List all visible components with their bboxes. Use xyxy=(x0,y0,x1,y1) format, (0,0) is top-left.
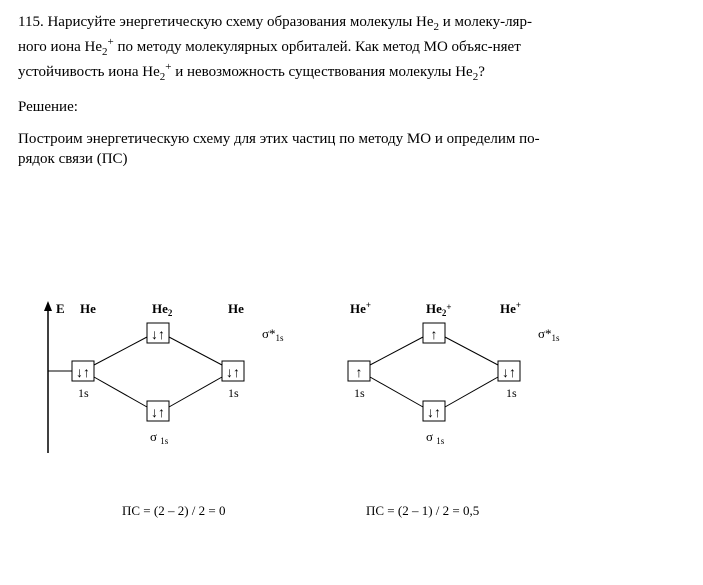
he2p-bottom-arrows: ↓↑ xyxy=(427,406,441,421)
bond-order-equations: ПС = (2 – 2) / 2 = 0 ПС = (2 – 1) / 2 = … xyxy=(18,503,685,519)
eq-right: ПС = (2 – 1) / 2 = 0,5 xyxy=(366,503,479,519)
eq-left: ПС = (2 – 2) / 2 = 0 xyxy=(122,503,366,519)
he2-sigma-star: σ*1s xyxy=(262,326,284,343)
he2p-top-arrows: ↑ xyxy=(431,328,438,343)
he2p-sigma-star: σ*1s xyxy=(538,326,560,343)
he2-mol-label: He2 xyxy=(152,301,173,318)
he2p-atomR-label: He+ xyxy=(500,300,521,316)
he2-top-arrows: ↓↑ xyxy=(151,328,165,343)
build-paragraph: Построим энергетическую схему для этих ч… xyxy=(18,129,685,170)
he2p-atomL-label: He+ xyxy=(350,300,371,316)
axis-label: E xyxy=(56,301,65,316)
he2-bottom-arrows: ↓↑ xyxy=(151,406,165,421)
he2p-1s-R: 1s xyxy=(506,386,517,400)
he2-1s-L: 1s xyxy=(78,386,89,400)
he2-atomR-arrows: ↓↑ xyxy=(226,366,240,381)
he2p-sigma: σ 1s xyxy=(426,429,445,446)
he2-sigma: σ 1s xyxy=(150,429,169,446)
he2p-1s-L: 1s xyxy=(354,386,365,400)
diagram-he2: He He2 He σ*1s ↓↑ 1s ↓↑ 1s ↓↑ ↓↑ σ 1s xyxy=(48,301,284,446)
he2-atomL-arrows: ↓↑ xyxy=(76,366,90,381)
he2-atomL-label: He xyxy=(80,301,96,316)
problem-number: 115. xyxy=(18,14,44,30)
problem-statement: 115. Нарисуйте энергетическую схему обра… xyxy=(18,12,685,85)
mo-diagrams: E He He2 He σ*1s ↓↑ 1s ↓↑ 1s ↓↑ ↓↑ σ 1s … xyxy=(18,293,685,503)
problem-line3: устойчивость иона He2+ и невозможность с… xyxy=(18,64,485,80)
problem-line2: ного иона He2+ по методу молекулярных ор… xyxy=(18,39,521,55)
diagram-he2plus: He+ He2+ He+ σ*1s ↑ 1s ↓↑ 1s ↑ ↓↑ σ 1s xyxy=(348,300,560,446)
mo-diagram-svg: E He He2 He σ*1s ↓↑ 1s ↓↑ 1s ↓↑ ↓↑ σ 1s … xyxy=(18,293,688,468)
he2-atomR-label: He xyxy=(228,301,244,316)
problem-line1: Нарисуйте энергетическую схему образован… xyxy=(47,14,532,30)
page-break-gap xyxy=(18,181,685,289)
he2p-atomL-arrows: ↑ xyxy=(356,366,363,381)
solution-label: Решение: xyxy=(18,97,685,117)
energy-axis: E xyxy=(44,301,65,453)
he2p-atomR-arrows: ↓↑ xyxy=(502,366,516,381)
he2p-mol-label: He2+ xyxy=(426,301,452,318)
he2-1s-R: 1s xyxy=(228,386,239,400)
